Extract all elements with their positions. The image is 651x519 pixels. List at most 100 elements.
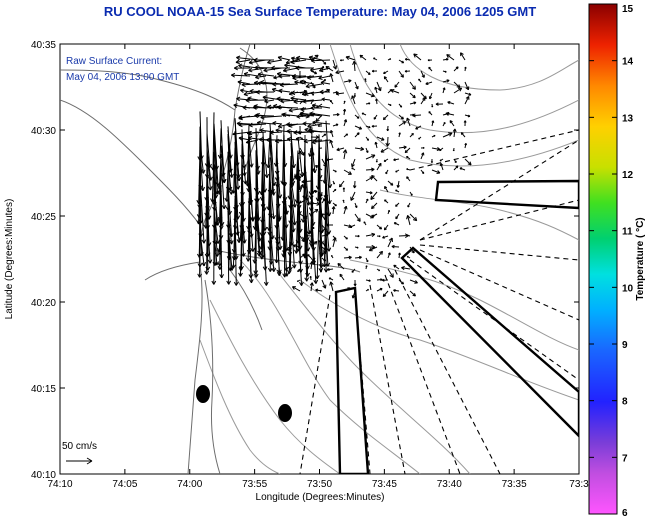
- current-vector: [267, 240, 273, 272]
- current-vector: [420, 152, 425, 160]
- current-vector: [294, 169, 301, 178]
- colorbar-ticks: 15 14 13 12 11 10 9 8 7 6: [589, 3, 634, 519]
- current-vector: [305, 83, 323, 89]
- current-vector: [199, 231, 207, 267]
- current-vector: [276, 104, 299, 110]
- current-vector: [393, 264, 400, 270]
- current-vector: [275, 138, 291, 144]
- current-vector: [351, 158, 356, 168]
- current-vector: [325, 66, 334, 72]
- current-vector: [354, 132, 360, 138]
- current-vector: [297, 268, 301, 273]
- current-vector: [349, 224, 356, 229]
- current-vector: [326, 223, 334, 227]
- current-vector: [409, 279, 418, 284]
- current-vector: [383, 224, 389, 231]
- current-vector: [303, 138, 315, 144]
- current-vector: [373, 57, 378, 61]
- current-vector: [371, 174, 378, 182]
- current-vector: [370, 191, 378, 200]
- current-vector: [453, 81, 461, 89]
- current-vector: [290, 210, 297, 269]
- current-vector: [314, 165, 323, 171]
- current-vector: [442, 70, 447, 73]
- x-tick-label: 74:00: [177, 479, 202, 490]
- current-vector: [321, 246, 326, 251]
- current-vector: [238, 136, 251, 141]
- current-vector: [368, 246, 378, 252]
- current-vector: [332, 91, 338, 94]
- x-axis-label: Longitude (Degrees:Minutes): [256, 492, 385, 503]
- current-vector: [406, 215, 411, 226]
- current-vector: [314, 211, 320, 280]
- current-vector: [320, 268, 323, 273]
- current-vector: [418, 78, 422, 83]
- current-vector: [276, 71, 299, 77]
- current-vector: [382, 278, 389, 282]
- current-vector: [253, 80, 275, 86]
- colorbar-tick-label: 9: [622, 340, 628, 351]
- colorbar-tick-label: 12: [622, 170, 634, 181]
- current-vector: [298, 175, 302, 182]
- current-vector: [299, 183, 304, 193]
- current-vector: [301, 179, 312, 184]
- current-vector: [332, 112, 340, 117]
- current-vector: [365, 244, 376, 250]
- colorbar-label: Temperature ( °C): [635, 217, 646, 300]
- current-vector: [398, 132, 401, 138]
- y-axis-label: Latitude (Degrees:Minutes): [4, 199, 15, 320]
- current-vector: [431, 103, 434, 108]
- station-marker: [196, 385, 210, 403]
- current-vector: [383, 158, 389, 162]
- current-vector: [332, 188, 337, 193]
- current-vector: [376, 81, 382, 92]
- current-vector: [213, 186, 220, 226]
- current-vector: [359, 54, 367, 61]
- current-vector: [232, 131, 251, 137]
- map-title: RU COOL NOAA-15 Sea Surface Temperature:…: [103, 4, 537, 19]
- current-vector: [262, 219, 269, 286]
- current-vector: [375, 158, 378, 163]
- current-vector: [310, 189, 318, 194]
- current-vector: [354, 202, 358, 209]
- current-vector: [354, 246, 359, 249]
- current-vector: [211, 220, 217, 285]
- current-vector: [332, 202, 337, 207]
- current-vector: [365, 136, 370, 141]
- current-vector: [464, 114, 471, 118]
- current-vector: [310, 67, 323, 72]
- current-vector: [413, 53, 422, 61]
- current-vector: [406, 255, 411, 259]
- current-vector: [321, 97, 331, 102]
- current-vector: [365, 279, 371, 282]
- current-vector: [321, 133, 327, 138]
- current-vector: [290, 96, 307, 101]
- current-vector: [364, 78, 367, 83]
- current-vector: [376, 287, 383, 292]
- current-vector: [387, 209, 391, 215]
- current-vector: [321, 224, 327, 231]
- current-vector: [453, 87, 463, 94]
- current-vector: [447, 101, 455, 105]
- current-vector: [343, 100, 346, 105]
- current-vector: [374, 141, 378, 149]
- colorbar-tick-label: 7: [622, 453, 628, 464]
- x-tick-label: 74:10: [47, 479, 72, 490]
- current-vector: [354, 213, 361, 222]
- coverage-sectors: [334, 179, 579, 474]
- current-vector: [252, 105, 275, 110]
- current-vector: [420, 169, 425, 174]
- current-vector: [371, 124, 378, 128]
- current-vector: [382, 114, 389, 121]
- current-vector: [288, 241, 293, 271]
- current-vector: [269, 178, 276, 220]
- current-vector: [310, 58, 331, 64]
- current-vector: [299, 113, 310, 119]
- current-vector: [343, 119, 348, 127]
- current-vector: [248, 122, 267, 128]
- current-vector: [382, 235, 389, 239]
- current-vector: [321, 257, 326, 262]
- y-tick-label: 40:25: [31, 212, 56, 223]
- current-vector: [409, 101, 417, 105]
- current-vector: [342, 149, 348, 160]
